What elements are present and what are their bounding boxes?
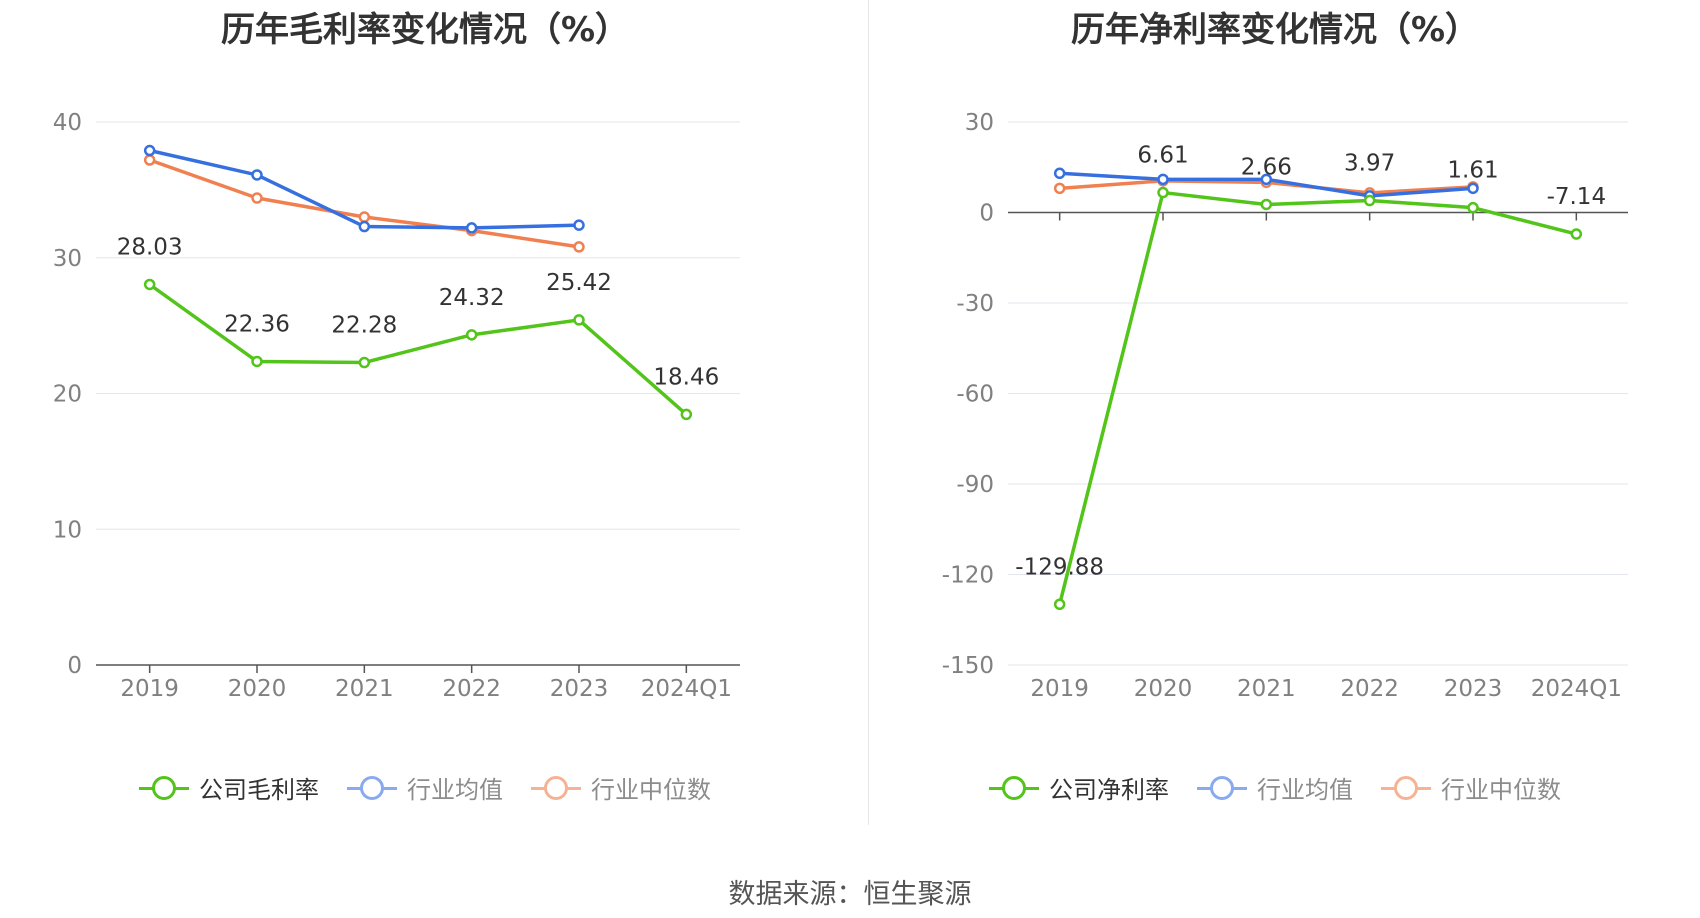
y-tick-label: 0	[979, 201, 994, 227]
data-label: 28.03	[117, 234, 183, 260]
data-point-median	[1053, 182, 1066, 195]
data-label: 22.36	[224, 311, 290, 337]
series-line-median	[149, 158, 580, 249]
legend-item-industry-median[interactable]: 行业中位数	[1381, 770, 1561, 805]
data-point-avg	[465, 222, 478, 234]
x-tick-label: 2023	[550, 676, 609, 702]
legend-average-marker-icon	[1197, 775, 1247, 801]
legend-label: 行业中位数	[1441, 776, 1561, 804]
data-point-median	[358, 211, 371, 223]
gross-margin-chart: 历年毛利率变化情况（%） 0 10 20 30 40 2019 2020 2021 2022 20…	[0, 0, 850, 830]
chart-title: 历年净利率变化情况（%）	[1070, 10, 1480, 50]
data-label: 1.61	[1447, 158, 1498, 184]
data-point-avg	[1467, 182, 1479, 195]
y-tick-label: 0	[67, 653, 82, 679]
y-tick-label: -30	[956, 291, 994, 317]
x-tick-label: 2024Q1	[641, 676, 732, 702]
legend-item-industry-median[interactable]: 行业中位数	[531, 770, 711, 805]
data-point-median	[143, 154, 156, 166]
x-tick-label: 2024Q1	[1531, 676, 1622, 702]
data-point-company	[358, 356, 371, 369]
legend-company-marker-icon	[139, 775, 189, 801]
data-point-company	[465, 329, 478, 341]
x-tick-label: 2021	[335, 676, 394, 702]
legend-item-industry-average[interactable]: 行业均值	[347, 770, 503, 805]
data-label: -129.88	[1015, 554, 1104, 580]
x-tick-label: 2023	[1444, 676, 1503, 702]
gross-margin-plot: 0 10 20 30 40 2019 2020 2021 2022 2023 2024Q1 28.03…	[53, 110, 740, 702]
data-point-company	[1570, 228, 1583, 240]
data-label: 6.61	[1137, 143, 1188, 169]
data-point-company	[1467, 201, 1479, 214]
data-label: 22.28	[331, 313, 397, 339]
y-tick-label: 40	[53, 110, 82, 136]
legend-median-marker-icon	[531, 775, 581, 801]
data-point-company	[1363, 194, 1376, 207]
data-label: 3.97	[1344, 151, 1395, 177]
y-tick-label: 30	[53, 246, 82, 272]
data-point-company	[251, 355, 263, 368]
data-label: 25.42	[546, 270, 612, 296]
data-point-company	[1053, 598, 1066, 611]
data-point-company	[573, 314, 585, 326]
y-tick-label: -90	[956, 472, 994, 498]
legend-item-company[interactable]: 公司毛利率	[139, 770, 319, 805]
data-point-avg	[358, 220, 371, 233]
chart-title: 历年毛利率变化情况（%）	[220, 10, 630, 50]
y-tick-label: -120	[942, 563, 994, 589]
data-label: 18.46	[653, 364, 719, 390]
y-tick-label: -60	[956, 382, 994, 408]
panel-divider	[868, 0, 869, 825]
data-point-company	[680, 408, 693, 421]
legend-company-marker-icon	[989, 775, 1039, 801]
legend-label: 行业均值	[407, 776, 503, 804]
y-tick-label: -150	[942, 653, 994, 679]
legend-median-marker-icon	[1381, 775, 1431, 801]
x-tick-label: 2020	[1134, 676, 1193, 702]
legend-label: 公司净利率	[1049, 776, 1169, 804]
x-tick-label: 2019	[1030, 676, 1089, 702]
x-tick-label: 2020	[228, 676, 287, 702]
legend-average-marker-icon	[347, 775, 397, 801]
legend-label: 公司毛利率	[199, 776, 319, 804]
data-point-company	[1260, 198, 1273, 211]
legend-item-industry-average[interactable]: 行业均值	[1197, 770, 1353, 805]
data-label: 2.66	[1241, 154, 1292, 180]
series-line-company	[148, 283, 688, 416]
data-point-company	[1157, 186, 1169, 199]
x-tick-label: 2019	[120, 676, 179, 702]
data-source: 数据来源：恒生聚源	[728, 879, 972, 910]
series-line-company	[1057, 190, 1577, 605]
data-point-avg	[251, 169, 263, 181]
data-point-median	[573, 241, 585, 253]
data-point-avg	[1157, 173, 1169, 186]
y-tick-label: 20	[53, 382, 82, 408]
legend: 公司净利率 行业均值 行业中位数	[850, 770, 1700, 805]
x-tick-label: 2022	[442, 676, 501, 702]
data-point-company	[143, 278, 156, 291]
x-tick-label: 2022	[1340, 676, 1399, 702]
y-tick-label: 30	[965, 110, 994, 136]
data-point-avg	[573, 219, 585, 231]
legend-item-company[interactable]: 公司净利率	[989, 770, 1169, 805]
y-tick-label: 10	[53, 517, 82, 543]
x-tick-label: 2021	[1237, 676, 1296, 702]
legend-label: 行业均值	[1257, 776, 1353, 804]
data-point-avg	[143, 144, 156, 157]
legend-label: 行业中位数	[591, 776, 711, 804]
legend: 公司毛利率 行业均值 行业中位数	[0, 770, 850, 805]
data-point-median	[251, 192, 263, 204]
data-point-avg	[1260, 173, 1273, 186]
data-label: 24.32	[439, 285, 505, 311]
net-margin-chart: 历年净利率变化情况（%） -150 -120 -90 -60 -30 0 30 2019 202…	[850, 0, 1700, 830]
net-margin-plot: -150 -120 -90 -60 -30 0 30 2019 2020 2021 2022 2023…	[942, 110, 1628, 702]
data-point-avg	[1053, 167, 1066, 180]
data-label: -7.14	[1547, 184, 1607, 210]
